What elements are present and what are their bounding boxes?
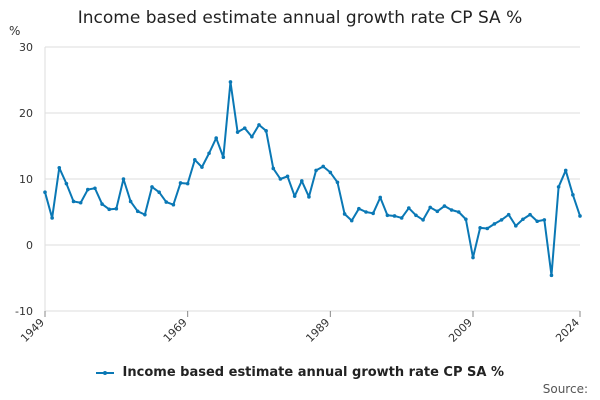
data-point	[285, 174, 290, 179]
data-point	[207, 151, 211, 156]
data-point	[257, 123, 261, 127]
data-point	[528, 212, 532, 217]
data-point	[50, 216, 54, 220]
data-point	[471, 255, 475, 260]
data-point	[164, 200, 169, 204]
data-point	[421, 218, 425, 222]
data-point	[385, 213, 390, 218]
data-point	[499, 218, 504, 222]
data-point	[150, 185, 154, 189]
data-point	[221, 155, 226, 160]
x-tick-label: 1989	[303, 316, 332, 345]
source-label: Source:	[542, 382, 588, 396]
data-point	[193, 158, 197, 162]
data-point	[121, 177, 126, 181]
data-point	[171, 202, 176, 207]
data-point	[549, 273, 554, 278]
data-point	[428, 205, 433, 210]
data-point	[342, 212, 347, 216]
legend: Income based estimate annual growth rate…	[0, 365, 600, 380]
y-tick-label: 0	[26, 239, 33, 252]
data-point	[43, 190, 47, 194]
data-point	[278, 177, 283, 181]
data-point	[563, 168, 568, 173]
data-point	[371, 211, 375, 216]
data-point	[321, 164, 326, 169]
y-axis-unit-label: %	[9, 24, 21, 38]
data-point	[78, 200, 83, 205]
data-point	[135, 209, 140, 214]
data-point	[378, 195, 383, 200]
data-point	[514, 224, 518, 228]
data-point	[478, 226, 482, 230]
y-tick-label: 30	[19, 41, 33, 54]
data-point	[93, 186, 97, 191]
data-point	[86, 187, 90, 192]
chart-title: Income based estimate annual growth rate…	[77, 8, 523, 28]
data-point	[456, 210, 461, 214]
legend-label: Income based estimate annual growth rate…	[122, 365, 504, 380]
data-point	[57, 165, 62, 170]
data-point	[578, 214, 582, 218]
data-point	[271, 166, 276, 171]
data-point	[328, 170, 333, 175]
data-point	[178, 181, 183, 185]
data-point	[292, 194, 297, 198]
legend-swatch	[96, 367, 115, 379]
data-point	[435, 209, 440, 214]
data-point	[314, 168, 318, 173]
data-point	[71, 199, 76, 204]
data-point	[214, 136, 218, 140]
data-point	[364, 210, 368, 214]
data-point	[535, 219, 539, 224]
data-point	[414, 213, 418, 218]
data-point	[349, 218, 354, 223]
data-point	[64, 181, 69, 186]
data-point	[407, 206, 411, 210]
data-point	[264, 129, 268, 133]
data-point	[492, 222, 497, 226]
data-point	[143, 212, 147, 217]
tick-labels: -10 0 10 20 30 1949 1969 1989 2009 2024	[15, 41, 582, 345]
x-tick-label: 1969	[161, 316, 190, 345]
data-point	[571, 193, 575, 197]
y-tick-label: -10	[15, 305, 33, 318]
x-tick-label: 2009	[446, 316, 475, 345]
series-line	[44, 80, 581, 277]
axes	[44, 47, 581, 317]
data-point	[128, 199, 133, 204]
grid-lines	[45, 46, 580, 312]
data-point	[185, 181, 190, 186]
data-point	[464, 217, 468, 222]
data-point	[442, 204, 447, 208]
data-point	[399, 216, 404, 220]
data-point	[107, 207, 111, 212]
x-tick-label: 2024	[553, 316, 582, 345]
data-point	[542, 218, 547, 222]
data-point	[392, 214, 397, 218]
data-point	[228, 80, 233, 84]
data-point	[300, 179, 304, 183]
data-point	[242, 126, 247, 130]
data-point	[506, 212, 511, 217]
data-point	[556, 185, 561, 189]
data-point	[114, 206, 119, 211]
data-point	[485, 226, 490, 231]
data-point	[357, 206, 361, 211]
y-tick-label: 10	[19, 173, 33, 186]
data-point	[235, 130, 240, 134]
data-point	[157, 190, 161, 194]
data-point	[335, 180, 340, 185]
data-point	[200, 165, 204, 169]
data-point	[521, 217, 525, 222]
x-tick-label: 1949	[18, 316, 47, 345]
data-point	[250, 134, 254, 139]
data-point	[100, 202, 104, 206]
y-tick-label: 20	[19, 107, 33, 120]
data-point	[307, 195, 311, 199]
data-point	[449, 208, 454, 212]
series-layer	[43, 80, 582, 278]
